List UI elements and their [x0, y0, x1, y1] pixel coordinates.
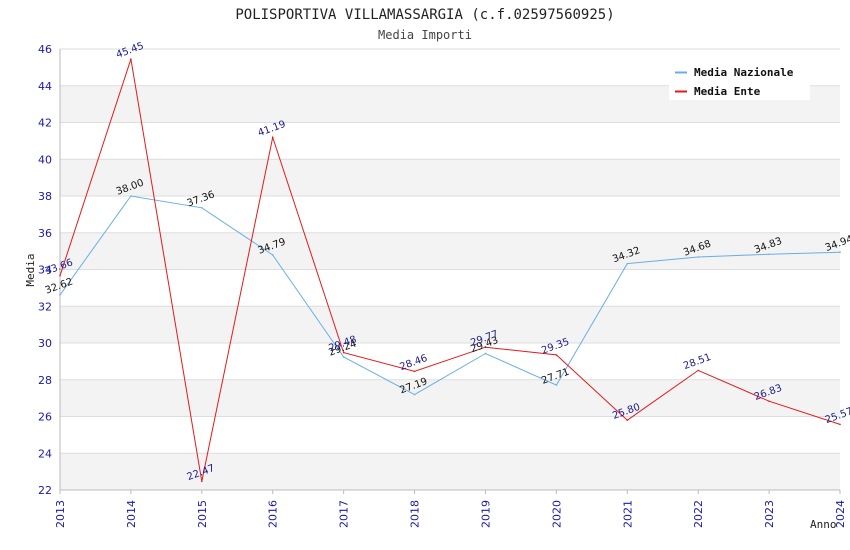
- legend: Media Nazionale Media Ente: [669, 60, 810, 100]
- plot-band: [60, 416, 840, 454]
- x-tick-label: 2015: [196, 500, 209, 528]
- x-tick-label: 2016: [267, 500, 280, 528]
- y-tick-label: 38: [38, 190, 52, 203]
- data-point: [413, 393, 416, 396]
- data-point: [626, 419, 629, 421]
- data-point: [59, 294, 61, 296]
- y-tick-label: 42: [38, 117, 52, 130]
- data-point: [59, 274, 61, 277]
- y-tick-label: 46: [38, 43, 52, 56]
- y-tick-label: 44: [38, 80, 52, 93]
- y-tick-label: 30: [38, 337, 52, 350]
- y-axis-label: Media: [24, 253, 37, 286]
- y-tick-label: 40: [38, 153, 52, 166]
- plot-band: [60, 122, 840, 160]
- x-tick-label: 2022: [692, 500, 705, 528]
- data-point: [839, 423, 841, 426]
- x-tick-label: 2013: [54, 500, 67, 528]
- data-point: [130, 195, 132, 197]
- data-point: [697, 256, 699, 258]
- y-tick-label: 32: [38, 300, 52, 313]
- x-tick-label: 2020: [550, 500, 563, 528]
- series-lines: [59, 58, 841, 483]
- legend-box: [669, 60, 810, 100]
- y-tick-label: 28: [38, 374, 52, 387]
- data-point: [342, 351, 345, 354]
- data-point: [555, 354, 558, 356]
- plot-band: [60, 269, 840, 307]
- data-point: [626, 262, 629, 265]
- y-tick-label: 24: [38, 447, 52, 460]
- plot-band: [60, 232, 840, 270]
- data-point: [413, 370, 416, 373]
- y-tick-label: 36: [38, 227, 52, 240]
- data-point: [839, 251, 841, 254]
- x-tick-label: 2021: [621, 500, 634, 528]
- data-point: [768, 253, 770, 256]
- data-point: [555, 384, 558, 386]
- x-tick-label: 2014: [125, 500, 138, 528]
- chart-title: POLISPORTIVA VILLAMASSARGIA (c.f.0259756…: [235, 7, 614, 23]
- data-point: [271, 254, 274, 256]
- plot-band: [60, 379, 840, 417]
- plot-background: [60, 49, 840, 490]
- y-tick-label: 34: [38, 264, 52, 277]
- data-point: [697, 369, 699, 372]
- plot-band: [60, 453, 840, 490]
- series-line-1: [59, 58, 841, 482]
- data-point: [484, 346, 487, 349]
- x-tick-label: 2019: [479, 500, 492, 528]
- y-tick-label: 22: [38, 484, 52, 497]
- data-point: [201, 480, 203, 483]
- plot-band: [60, 196, 840, 233]
- x-tick-label: 2017: [338, 500, 351, 528]
- x-tick-label: 2023: [763, 500, 776, 528]
- y-tick-label: 26: [38, 411, 52, 424]
- x-axis-label: Anno: [810, 518, 837, 531]
- axes: 22 24 26 28 30 32 34 36 38 40 42 44 46 2013 2014 2015 20…: [38, 43, 847, 528]
- legend-label-0: Media Nazionale: [694, 66, 794, 79]
- legend-label-1: Media Ente: [694, 85, 761, 98]
- data-point: [768, 400, 770, 403]
- series-line-0: [59, 195, 841, 396]
- data-point: [484, 352, 487, 355]
- data-point: [342, 356, 345, 358]
- plot-band: [60, 306, 840, 343]
- plot-band: [60, 159, 840, 196]
- chart-subtitle: Media Importi: [378, 28, 472, 42]
- data-point: [130, 58, 132, 60]
- data-point: [201, 206, 203, 209]
- x-tick-label: 2024: [834, 500, 847, 528]
- data-point: [271, 136, 274, 139]
- x-tick-label: 2018: [409, 500, 422, 528]
